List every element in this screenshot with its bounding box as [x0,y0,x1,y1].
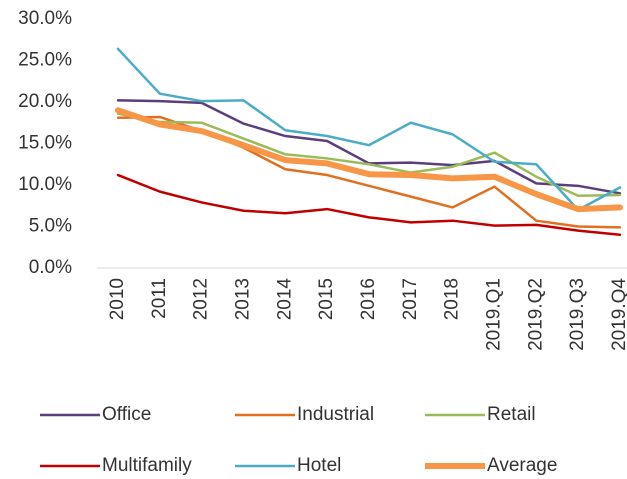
x-tick-label: 2019.Q2 [525,278,546,351]
series-line [116,47,622,212]
legend-label: Hotel [297,455,341,476]
legend-label: Industrial [297,404,374,425]
x-tick-label: 2015 [316,278,337,320]
y-tick-label: 20.0% [18,91,72,112]
x-tick-label: 2013 [233,278,254,320]
y-tick-label: 25.0% [18,50,72,71]
y-tick-label: 10.0% [18,174,72,195]
y-tick-label: 0.0% [29,257,72,278]
legend-label: Average [487,455,557,476]
x-tick-label: 2019.Q3 [567,278,588,351]
x-tick-label: 2011 [149,278,170,319]
y-tick-label: 5.0% [29,216,72,237]
series-line [116,112,622,198]
x-tick-label: 2018 [442,278,463,320]
legend-label: Retail [487,404,536,425]
x-tick-label: 2019.Q1 [483,278,504,351]
x-tick-label: 2017 [400,278,421,320]
x-tick-label: 2012 [191,278,212,320]
x-tick-label: 2019.Q4 [609,278,627,351]
x-tick-label: 2010 [107,278,128,320]
y-tick-label: 30.0% [18,8,72,29]
x-tick-label: 2014 [274,278,295,321]
legend-label: Office [102,404,151,425]
x-tick-label: 2016 [358,278,379,320]
legend-label: Multifamily [102,455,192,476]
y-tick-label: 15.0% [18,133,72,154]
series-line [115,107,623,213]
series-line [116,173,622,237]
